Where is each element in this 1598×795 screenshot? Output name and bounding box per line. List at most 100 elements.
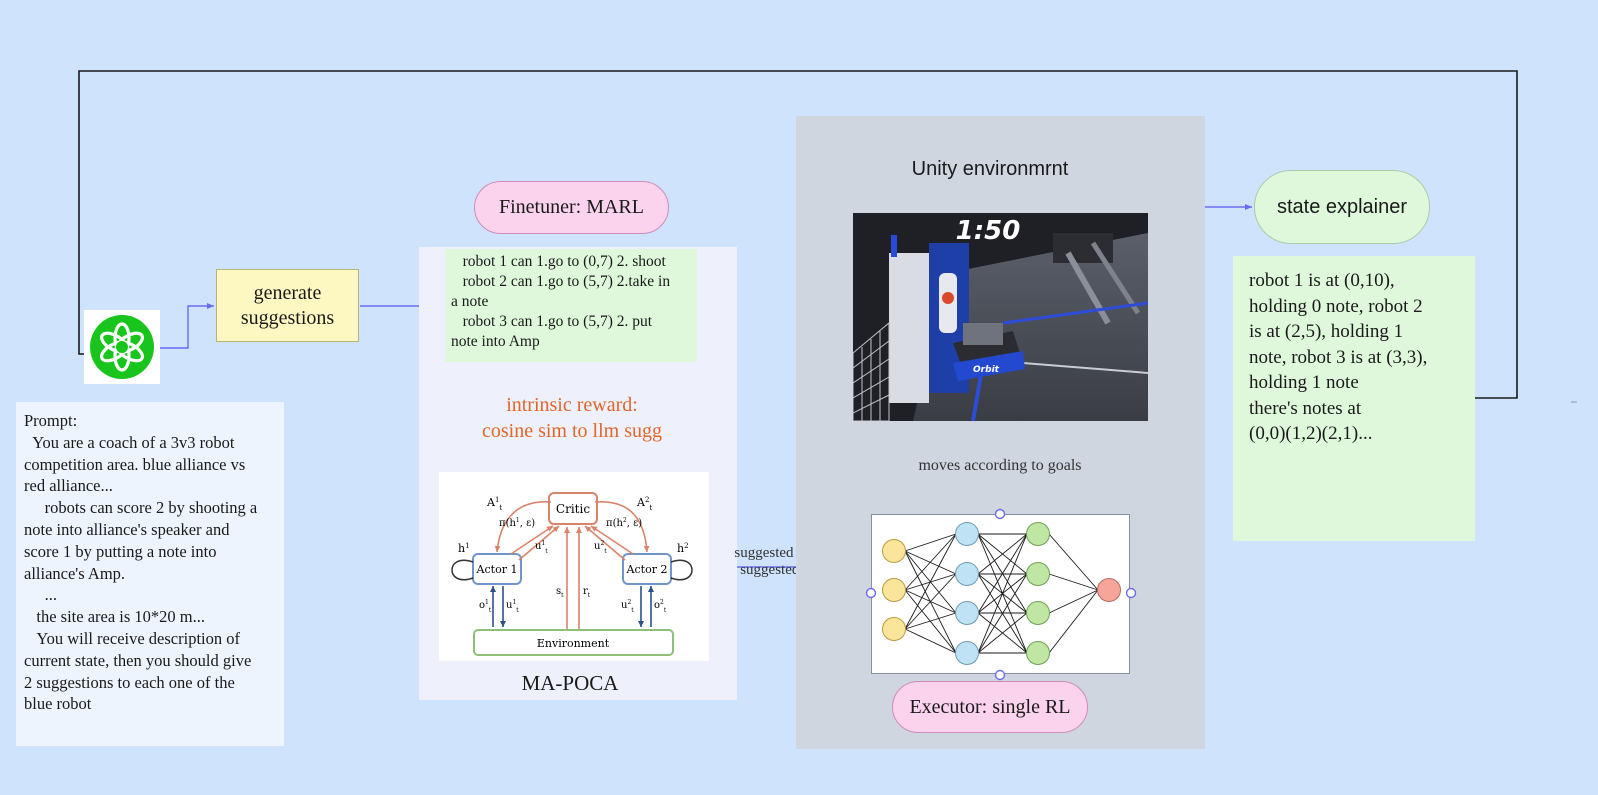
prompt-line: You will receive description of bbox=[24, 628, 240, 648]
nn-edge bbox=[977, 612, 1028, 654]
executor-single-rl-node: Executor: single RL bbox=[892, 681, 1088, 733]
state-description-box: robot 1 is at (0,10), holding 0 note, ro… bbox=[1233, 256, 1475, 541]
intrinsic-reward-label: intrinsic reward: cosine sim to llm sugg bbox=[460, 392, 684, 444]
prompt-line: the site area is 10*20 m... bbox=[24, 607, 206, 627]
robot-tag: Orbit bbox=[973, 365, 1000, 375]
svg-text:u2t: u2t bbox=[621, 599, 634, 614]
nn-edge bbox=[1048, 533, 1099, 591]
prompt-line: note into alliance's speaker and bbox=[24, 519, 230, 539]
svg-text:π(h1, ε): π(h1, ε) bbox=[499, 517, 535, 529]
nn-edge bbox=[904, 533, 957, 552]
nn-edge bbox=[904, 533, 957, 591]
nn-node bbox=[1026, 641, 1050, 665]
state-line: note, robot 3 is at (3,3), bbox=[1249, 346, 1428, 368]
environment-label: Environment bbox=[537, 637, 610, 650]
suggestion-line: robot 3 can 1.go to (5,7) 2. put bbox=[451, 313, 653, 330]
prompt-box: Prompt: You are a coach of a 3v3 robot c… bbox=[16, 402, 284, 746]
prompt-line: score 1 by putting a note into bbox=[24, 541, 217, 561]
actor1-label: Actor 1 bbox=[476, 563, 518, 576]
nn-node bbox=[955, 562, 979, 586]
prompt-line: You are a coach of a 3v3 robot bbox=[24, 432, 235, 452]
svg-text:o2t: o2t bbox=[654, 599, 667, 614]
nn-edge bbox=[1048, 589, 1099, 654]
nn-edge bbox=[977, 533, 1028, 575]
openai-logo-icon bbox=[84, 310, 160, 384]
svg-text:A1t: A1t bbox=[486, 496, 502, 512]
nn-edge bbox=[904, 612, 957, 630]
nn-node bbox=[882, 617, 906, 641]
nn-handles bbox=[865, 508, 1137, 681]
nn-edge bbox=[977, 573, 1028, 654]
critic-box bbox=[548, 492, 598, 525]
prompt-line: blue robot bbox=[24, 694, 92, 714]
state-line: there's notes at bbox=[1249, 397, 1362, 419]
arrow-logo-to-generate bbox=[160, 303, 214, 349]
generate-label-line1: generate bbox=[253, 281, 322, 304]
nn-edge bbox=[904, 589, 957, 654]
prompt-line: current state, then you should give bbox=[24, 650, 252, 670]
game-screenshot: Orbit 1:50 bbox=[853, 213, 1148, 421]
reward-line2: cosine sim to llm sugg bbox=[482, 420, 662, 442]
nn-node bbox=[1026, 562, 1050, 586]
neural-network-figure bbox=[871, 514, 1130, 674]
nn-node bbox=[955, 641, 979, 665]
prompt-line: competition area. blue alliance vs bbox=[24, 454, 246, 474]
finetuner-label: Finetuner: MARL bbox=[499, 196, 644, 218]
mapoca-caption: MA-POCA bbox=[521, 671, 619, 695]
nn-edge bbox=[1048, 589, 1099, 614]
actor2-label: Actor 2 bbox=[626, 563, 668, 576]
game-timer: 1:50 bbox=[956, 216, 1021, 246]
svg-text:rt: rt bbox=[583, 586, 591, 599]
nn-edge bbox=[904, 628, 957, 654]
nn-edge bbox=[977, 533, 1028, 614]
nn-node bbox=[955, 522, 979, 546]
svg-text:st: st bbox=[556, 586, 564, 599]
prompt-line: ... bbox=[24, 585, 57, 605]
state-line: holding 0 note, robot 2 bbox=[1249, 295, 1423, 317]
state-explainer-label: state explainer bbox=[1276, 195, 1408, 218]
state-explainer-node: state explainer bbox=[1254, 170, 1430, 244]
state-line: robot 1 is at (0,10), bbox=[1249, 270, 1395, 291]
svg-text:π(h2, ε): π(h2, ε) bbox=[606, 517, 642, 529]
prompt-line: robots can score 2 by shooting a bbox=[24, 498, 258, 518]
state-line: is at (2,5), holding 1 bbox=[1249, 321, 1404, 342]
suggestions-box: robot 1 can 1.go to (0,7) 2. shoot robot… bbox=[445, 249, 697, 362]
moves-label: moves according to goals bbox=[918, 457, 1082, 474]
environment-box bbox=[473, 629, 674, 656]
state-line: (0,0)(1,2)(2,1)... bbox=[1249, 423, 1373, 444]
executor-label: Executor: single RL bbox=[909, 695, 1071, 718]
generate-label-line2: suggestions bbox=[240, 306, 335, 329]
state-line: holding 1 note bbox=[1249, 372, 1359, 393]
nn-node bbox=[1026, 522, 1050, 546]
actor1-box bbox=[472, 553, 522, 585]
nn-node bbox=[882, 578, 906, 602]
svg-text:o1t: o1t bbox=[479, 599, 492, 614]
critic-label: Critic bbox=[556, 502, 590, 516]
nn-node bbox=[882, 539, 906, 563]
reward-line1: intrinsic reward: bbox=[506, 394, 638, 416]
nn-edge bbox=[1048, 573, 1099, 591]
suggestion-line: robot 1 can 1.go to (0,7) 2. shoot bbox=[451, 253, 666, 270]
unity-title: Unity environmrnt bbox=[911, 158, 1069, 180]
suggestion-line: robot 2 can 1.go to (5,7) 2.take in bbox=[451, 273, 671, 290]
prompt-line: Prompt: bbox=[24, 411, 78, 430]
prompt-line: alliance's Amp. bbox=[24, 563, 126, 583]
nn-node bbox=[1097, 578, 1121, 602]
actor2-box bbox=[622, 553, 672, 585]
nn-node bbox=[955, 601, 979, 625]
svg-text:u1t: u1t bbox=[506, 599, 519, 614]
nn-edge bbox=[904, 573, 957, 630]
prompt-line: 2 suggestions to each one of the bbox=[24, 672, 235, 692]
suggestion-line: note into Amp bbox=[451, 333, 540, 350]
prompt-line: red alliance... bbox=[24, 476, 113, 496]
finetuner-marl-node: Finetuner: MARL bbox=[474, 181, 669, 234]
nn-edge bbox=[904, 533, 957, 630]
nn-node bbox=[1026, 601, 1050, 625]
suggestion-line: a note bbox=[451, 293, 489, 310]
generate-suggestions-node: generate suggestions bbox=[216, 269, 359, 342]
svg-text:h2: h2 bbox=[677, 542, 689, 555]
svg-text:A2t: A2t bbox=[636, 496, 652, 512]
svg-text:u1t: u1t bbox=[535, 540, 548, 555]
nn-edge bbox=[977, 533, 1028, 654]
svg-text:h1: h1 bbox=[458, 542, 470, 555]
